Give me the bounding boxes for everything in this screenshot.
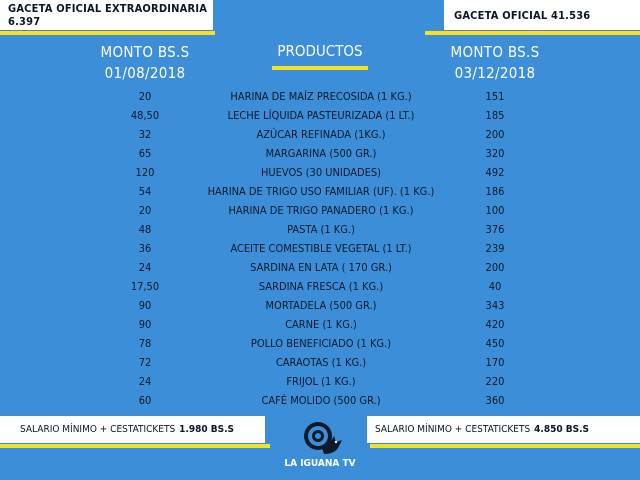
header-right-underline — [425, 31, 640, 35]
table-row: 17,50 SARDINA FRESCA (1 KG.) 40 — [0, 280, 640, 299]
old-price: 32 — [138, 128, 152, 141]
header-left-title: GACETA OFICIAL EXTRAORDINARIA 6.397 — [8, 2, 208, 28]
header-left-underline — [0, 31, 215, 35]
new-price: 100 — [485, 204, 505, 217]
table-row: 90 MORTADELA (500 GR.) 343 — [0, 299, 640, 318]
left-column-date: 01/08/2018 — [104, 64, 186, 82]
product-name: POLLO BENEFICIADO (1 KG.) — [250, 337, 392, 350]
new-price: 320 — [485, 147, 505, 160]
new-price: 360 — [485, 394, 505, 407]
products-heading: PRODUCTOS — [277, 42, 363, 60]
header-right-title: GACETA OFICIAL 41.536 — [454, 8, 591, 22]
product-name: AZÚCAR REFINADA (1KG.) — [256, 128, 386, 141]
old-price: 65 — [138, 147, 152, 160]
table-row: 72 CARAOTAS (1 KG.) 170 — [0, 356, 640, 375]
new-price: 200 — [485, 261, 505, 274]
old-price: 90 — [138, 318, 152, 331]
new-price: 151 — [485, 90, 505, 103]
product-name: CARAOTAS (1 KG.) — [275, 356, 367, 369]
old-price: 24 — [138, 261, 152, 274]
table-row: 54 HARINA DE TRIGO USO FAMILIAR (UF). (1 … — [0, 185, 640, 204]
product-name: MARGARINA (500 GR.) — [265, 147, 377, 160]
new-price: 420 — [485, 318, 505, 331]
footer-right-underline — [370, 444, 640, 448]
new-price: 220 — [485, 375, 505, 388]
old-price: 54 — [138, 185, 152, 198]
table-row: 78 POLLO BENEFICIADO (1 KG.) 450 — [0, 337, 640, 356]
product-name: HARINA DE TRIGO USO FAMILIAR (UF). (1 KG… — [207, 185, 435, 198]
new-price: 185 — [485, 109, 505, 122]
table-row: 24 SARDINA EN LATA ( 170 GR.) 200 — [0, 261, 640, 280]
table-row: 32 AZÚCAR REFINADA (1KG.) 200 — [0, 128, 640, 147]
new-price: 186 — [485, 185, 505, 198]
left-column-label: MONTO BS.S — [100, 43, 190, 61]
new-price: 492 — [485, 166, 505, 179]
product-name: HUEVOS (30 UNIDADES) — [260, 166, 382, 179]
right-column-date: 03/12/2018 — [454, 64, 536, 82]
old-price: 20 — [138, 90, 152, 103]
logo-name: LA IGUANA TV — [284, 458, 356, 469]
product-name: HARINA DE TRIGO PANADERO (1 KG.) — [228, 204, 414, 217]
new-price: 170 — [485, 356, 505, 369]
old-price: 60 — [138, 394, 152, 407]
table-row: 48,50 LECHE LÍQUIDA PASTEURIZADA (1 LT.) 1… — [0, 109, 640, 128]
product-name: HARINA DE MAÍZ PRECOSIDA (1 KG.) — [230, 90, 412, 103]
product-name: LECHE LÍQUIDA PASTEURIZADA (1 LT.) — [227, 109, 415, 122]
new-price: 343 — [485, 299, 505, 312]
table-row: 65 MARGARINA (500 GR.) 320 — [0, 147, 640, 166]
new-price: 40 — [488, 280, 502, 293]
product-name: SARDINA FRESCA (1 KG.) — [258, 280, 384, 293]
table-row: 24 FRIJOL (1 KG.) 220 — [0, 375, 640, 394]
table-row: 20 HARINA DE MAÍZ PRECOSIDA (1 KG.) 151 — [0, 90, 640, 109]
footer-left-box: SALARIO MÍNIMO + CESTATICKETS 1.980 BS.S — [0, 416, 265, 443]
footer-right-amount: 4.850 BS.S — [534, 424, 589, 435]
old-price: 48 — [138, 223, 152, 236]
product-name: MORTADELA (500 GR.) — [265, 299, 377, 312]
products-underline — [272, 66, 368, 70]
old-price: 78 — [138, 337, 152, 350]
header-left-box: GACETA OFICIAL EXTRAORDINARIA 6.397 — [0, 0, 213, 30]
old-price: 72 — [138, 356, 152, 369]
table-row: 90 CARNE (1 KG.) 420 — [0, 318, 640, 337]
table-row: 48 PASTA (1 KG.) 376 — [0, 223, 640, 242]
product-name: SARDINA EN LATA ( 170 GR.) — [250, 261, 392, 274]
product-name: ACEITE COMESTIBLE VEGETAL (1 LT.) — [230, 242, 412, 255]
table-row: 36 ACEITE COMESTIBLE VEGETAL (1 LT.) 239 — [0, 242, 640, 261]
iguana-logo-icon — [304, 422, 342, 454]
old-price: 48,50 — [130, 109, 160, 122]
new-price: 376 — [485, 223, 505, 236]
product-name: PASTA (1 KG.) — [287, 223, 355, 236]
footer-right-box: SALARIO MÍNIMO + CESTATICKETS 4.850 BS.S — [367, 416, 640, 443]
product-name: CARNE (1 KG.) — [285, 318, 357, 331]
old-price: 90 — [138, 299, 152, 312]
right-column-label: MONTO BS.S — [450, 43, 540, 61]
footer-left-amount: 1.980 BS.S — [179, 424, 234, 435]
old-price: 17,50 — [130, 280, 160, 293]
old-price: 120 — [135, 166, 155, 179]
table-row: 60 CAFÉ MOLIDO (500 GR.) 360 — [0, 394, 640, 413]
footer-left-underline — [0, 444, 270, 448]
header-right-box: GACETA OFICIAL 41.536 — [444, 0, 640, 30]
table-row: 20 HARINA DE TRIGO PANADERO (1 KG.) 100 — [0, 204, 640, 223]
product-name: FRIJOL (1 KG.) — [286, 375, 356, 388]
old-price: 36 — [138, 242, 152, 255]
new-price: 200 — [485, 128, 505, 141]
old-price: 24 — [138, 375, 152, 388]
footer-right-text: SALARIO MÍNIMO + CESTATICKETS — [375, 424, 531, 435]
old-price: 20 — [138, 204, 152, 217]
table-row: 120 HUEVOS (30 UNIDADES) 492 — [0, 166, 640, 185]
footer-left-text: SALARIO MÍNIMO + CESTATICKETS — [20, 424, 176, 435]
new-price: 450 — [485, 337, 505, 350]
product-name: CAFÉ MOLIDO (500 GR.) — [261, 394, 381, 407]
new-price: 239 — [485, 242, 505, 255]
